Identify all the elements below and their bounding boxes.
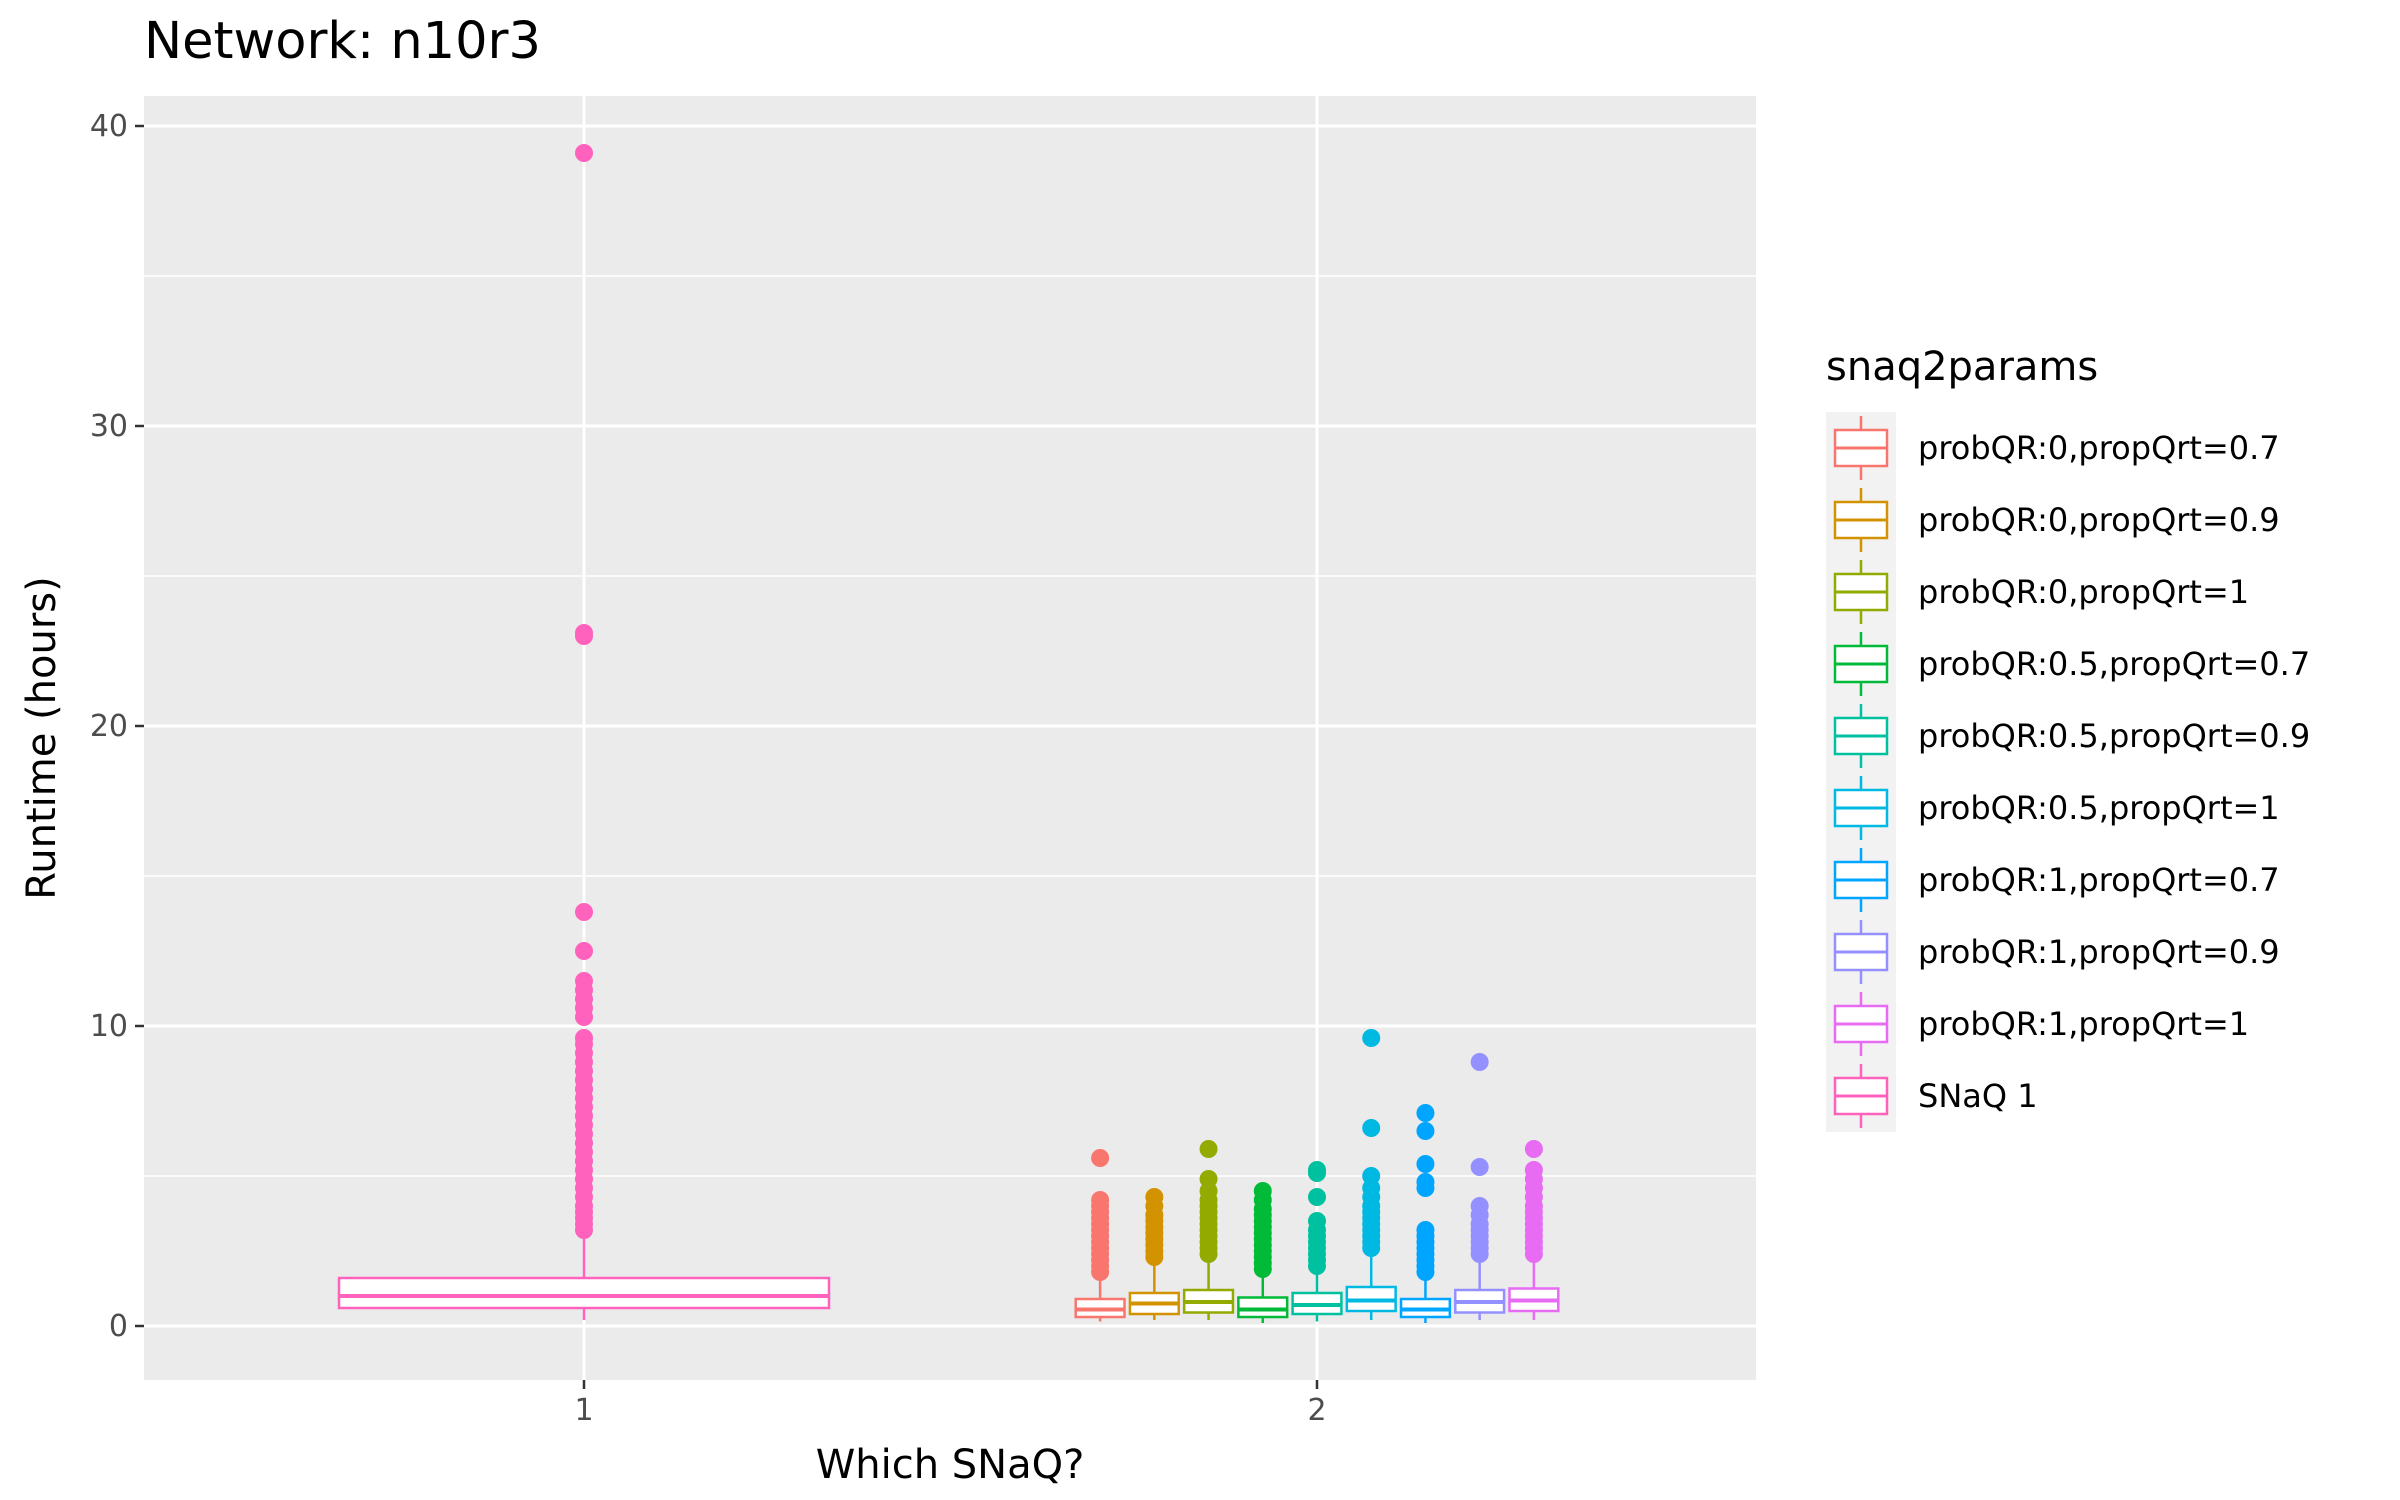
outlier-point (575, 624, 593, 642)
legend-item: probQR:0,propQrt=0.9 (1835, 488, 2280, 552)
y-axis-ticks: 0 10 20 30 40 (90, 109, 144, 1344)
x-axis-label: Which SNaQ? (816, 1442, 1085, 1488)
legend-item: probQR:0.5,propQrt=0.9 (1835, 704, 2310, 768)
outlier-point (1471, 1158, 1489, 1176)
outlier-point (1200, 1170, 1218, 1188)
outlier-point (1091, 1149, 1109, 1167)
outlier-point (1362, 1119, 1380, 1137)
y-tick-label: 40 (90, 109, 128, 144)
y-tick-label: 20 (90, 709, 128, 744)
legend-item: probQR:0,propQrt=0.7 (1835, 416, 2280, 480)
legend-label: probQR:0,propQrt=1 (1918, 573, 2249, 611)
legend-item: probQR:0.5,propQrt=0.7 (1835, 632, 2310, 696)
outlier-point (1308, 1212, 1326, 1230)
outlier-point (1416, 1104, 1434, 1122)
legend-item: probQR:1,propQrt=0.9 (1835, 920, 2280, 984)
y-tick-label: 30 (90, 409, 128, 444)
y-axis-label: Runtime (hours) (19, 576, 65, 899)
legend-item: probQR:1,propQrt=1 (1835, 992, 2249, 1056)
legend-item: probQR:0,propQrt=1 (1835, 560, 2249, 624)
x-tick-label: 2 (1307, 1393, 1326, 1428)
outlier-point (575, 972, 593, 990)
outlier-point (575, 1029, 593, 1047)
y-tick-label: 0 (109, 1309, 128, 1344)
box-iqr (1238, 1298, 1287, 1318)
outlier-point (1362, 1167, 1380, 1185)
legend-label: probQR:0.5,propQrt=1 (1918, 789, 2280, 827)
outlier-point (1308, 1161, 1326, 1179)
outlier-point (1471, 1197, 1489, 1215)
outlier-point (1416, 1155, 1434, 1173)
legend-label: probQR:0,propQrt=0.7 (1918, 429, 2280, 467)
y-tick-label: 10 (90, 1009, 128, 1044)
outlier-point (1525, 1140, 1543, 1158)
legend-title: snaq2params (1826, 344, 2098, 390)
outlier-point (1362, 1029, 1380, 1047)
legend-label: probQR:0,propQrt=0.9 (1918, 501, 2280, 539)
outlier-point (575, 903, 593, 921)
legend-label: probQR:1,propQrt=1 (1918, 1005, 2249, 1043)
outlier-point (1416, 1221, 1434, 1239)
outlier-point (1145, 1188, 1163, 1206)
legend-item: probQR:0.5,propQrt=1 (1835, 776, 2280, 840)
legend-label: probQR:0.5,propQrt=0.9 (1918, 717, 2310, 755)
outlier-point (1471, 1053, 1489, 1071)
legend-label: SNaQ 1 (1918, 1077, 2038, 1115)
x-tick-label: 1 (574, 1393, 593, 1428)
outlier-point (1254, 1182, 1272, 1200)
plot-panel (144, 96, 1756, 1380)
legend-item: probQR:1,propQrt=0.7 (1835, 848, 2280, 912)
outlier-point (1091, 1191, 1109, 1209)
outlier-point (1308, 1188, 1326, 1206)
legend-label: probQR:1,propQrt=0.9 (1918, 933, 2280, 971)
outlier-point (575, 942, 593, 960)
legend-label: probQR:1,propQrt=0.7 (1918, 861, 2280, 899)
box-iqr (339, 1278, 829, 1308)
legend: snaq2params probQR:0,propQrt=0.7 probQR:0… (1826, 344, 2310, 1132)
outlier-point (1416, 1122, 1434, 1140)
outlier-point (1525, 1161, 1543, 1179)
outlier-point (1416, 1173, 1434, 1191)
outlier-point (1200, 1140, 1218, 1158)
chart-title: Network: n10r3 (144, 12, 541, 71)
legend-label: probQR:0.5,propQrt=0.7 (1918, 645, 2310, 683)
outlier-point (575, 144, 593, 162)
